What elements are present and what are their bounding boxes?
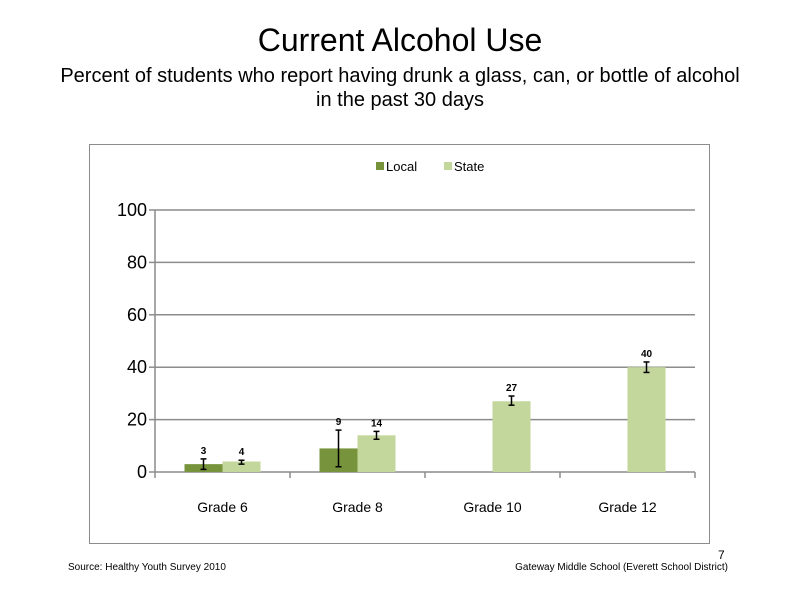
y-tick-label: 60: [127, 305, 147, 325]
chart-subtitle: Percent of students who report having dr…: [60, 65, 740, 111]
data-label: 14: [371, 418, 383, 429]
slide-number: 7: [718, 548, 725, 562]
legend-swatch-state: [444, 162, 452, 170]
data-label: 40: [641, 349, 653, 360]
bar-state: [222, 461, 261, 472]
legend-label-state: State: [454, 159, 484, 174]
y-tick-label: 0: [137, 462, 147, 482]
chart-title: Current Alcohol Use: [257, 22, 543, 58]
bar-state: [627, 367, 666, 472]
data-label: 4: [239, 447, 245, 458]
data-label: 9: [336, 417, 342, 428]
source-note: Source: Healthy Youth Survey 2010: [68, 562, 226, 573]
school-note: Gateway Middle School (Everett School Di…: [515, 562, 728, 573]
legend-label-local: Local: [386, 159, 417, 174]
data-label: 27: [506, 383, 518, 394]
bar-state: [492, 401, 531, 472]
x-tick-label: Grade 10: [463, 499, 522, 515]
bar-state: [357, 435, 396, 472]
y-tick-label: 80: [127, 252, 147, 272]
plot-frame: [89, 144, 710, 544]
x-tick-label: Grade 8: [332, 499, 383, 515]
y-tick-label: 20: [127, 410, 147, 430]
y-tick-label: 40: [127, 357, 147, 377]
x-tick-label: Grade 6: [197, 499, 248, 515]
legend-swatch-local: [376, 162, 384, 170]
data-label: 3: [201, 446, 207, 457]
y-tick-label: 100: [117, 200, 147, 220]
x-tick-label: Grade 12: [598, 499, 657, 515]
